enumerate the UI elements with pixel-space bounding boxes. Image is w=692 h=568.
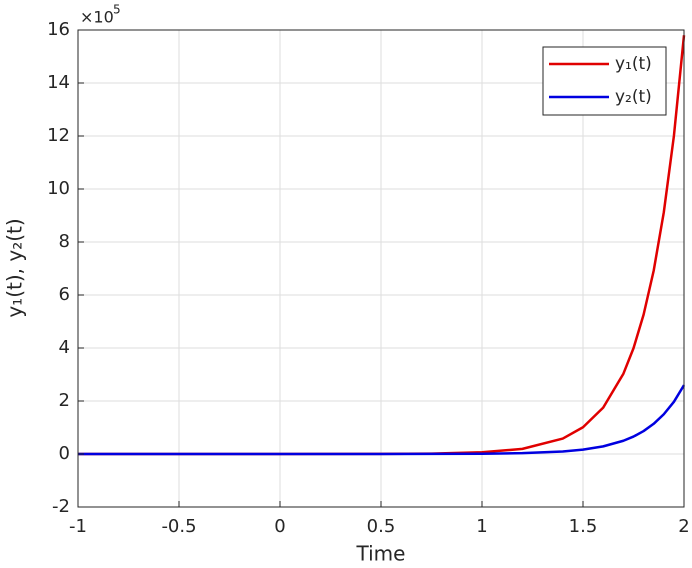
y-tick-label: -2 [52,496,70,517]
y-tick-label: 10 [47,178,70,199]
x-tick-label: 0.5 [367,516,396,537]
x-tick-label: -1 [69,516,87,537]
legend-label: y₂(t) [615,87,652,107]
y-tick-label: 14 [47,72,70,93]
y-exponent-base: ×10 [80,8,114,27]
x-tick-label: 1.5 [569,516,598,537]
legend-label: y₁(t) [615,54,652,74]
ticks: -1 -0.5 0 0.5 1 1.5 2 -2 0 2 4 6 8 10 12 14 16 [47,19,690,537]
y-tick-label: 12 [47,125,70,146]
y-tick-label: 0 [59,443,70,464]
x-tick-label: 0 [274,516,285,537]
x-tick-label: -0.5 [161,516,196,537]
y-tick-label: 4 [59,337,70,358]
y-axis-label: y₁(t), y₂(t) [3,218,27,317]
y-tick-label: 16 [47,19,70,40]
series-line [78,384,686,456]
y-tick-label: 6 [59,284,70,305]
legend: y₁(t) y₂(t) [542,46,667,116]
x-tick-label: 2 [678,516,689,537]
x-tick-label: 1 [476,516,487,537]
x-axis-label: Time [356,542,406,566]
y-exponent-power: 5 [113,3,121,17]
y-tick-label: 2 [59,390,70,411]
legend-box [542,46,667,116]
y-tick-label: 8 [59,231,70,252]
plot-lines [78,35,686,456]
